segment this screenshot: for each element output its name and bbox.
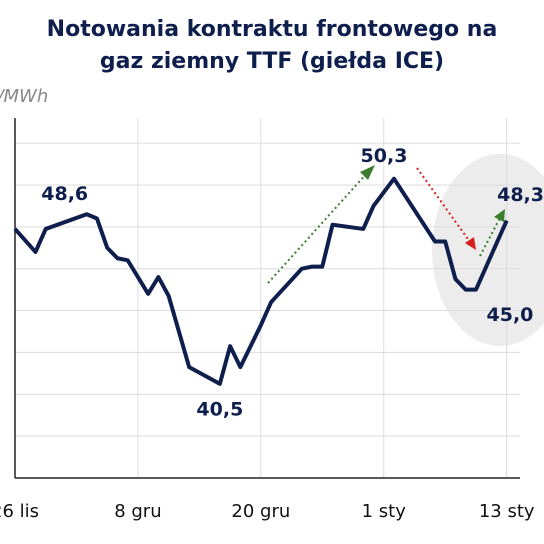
highlight bbox=[432, 154, 544, 346]
data-label: 48,3 bbox=[497, 184, 544, 206]
data-label: 45,0 bbox=[487, 304, 534, 326]
arrowhead bbox=[360, 165, 375, 180]
chart-title: gaz ziemny TTF (giełda ICE) bbox=[100, 49, 444, 74]
y-axis-label: €/MWh bbox=[0, 86, 48, 107]
x-tick-label: 8 gru bbox=[114, 501, 161, 522]
data-label: 48,6 bbox=[41, 183, 88, 205]
arrowhead bbox=[465, 237, 476, 250]
line bbox=[13, 176, 509, 386]
grid bbox=[14, 118, 520, 479]
arrow bbox=[479, 217, 501, 257]
chart-title: Notowania kontraktu frontowego na bbox=[47, 17, 498, 42]
x-tick-label: 26 lis bbox=[0, 501, 39, 522]
x-tick-label: 20 gru bbox=[231, 501, 290, 522]
arrowhead bbox=[494, 209, 505, 222]
arrow bbox=[416, 167, 471, 243]
data-label: 50,3 bbox=[361, 145, 408, 167]
data-label: 40,5 bbox=[196, 398, 243, 420]
x-tick-label: 1 sty bbox=[362, 501, 407, 522]
x-tick-label: 13 sty bbox=[479, 501, 535, 522]
